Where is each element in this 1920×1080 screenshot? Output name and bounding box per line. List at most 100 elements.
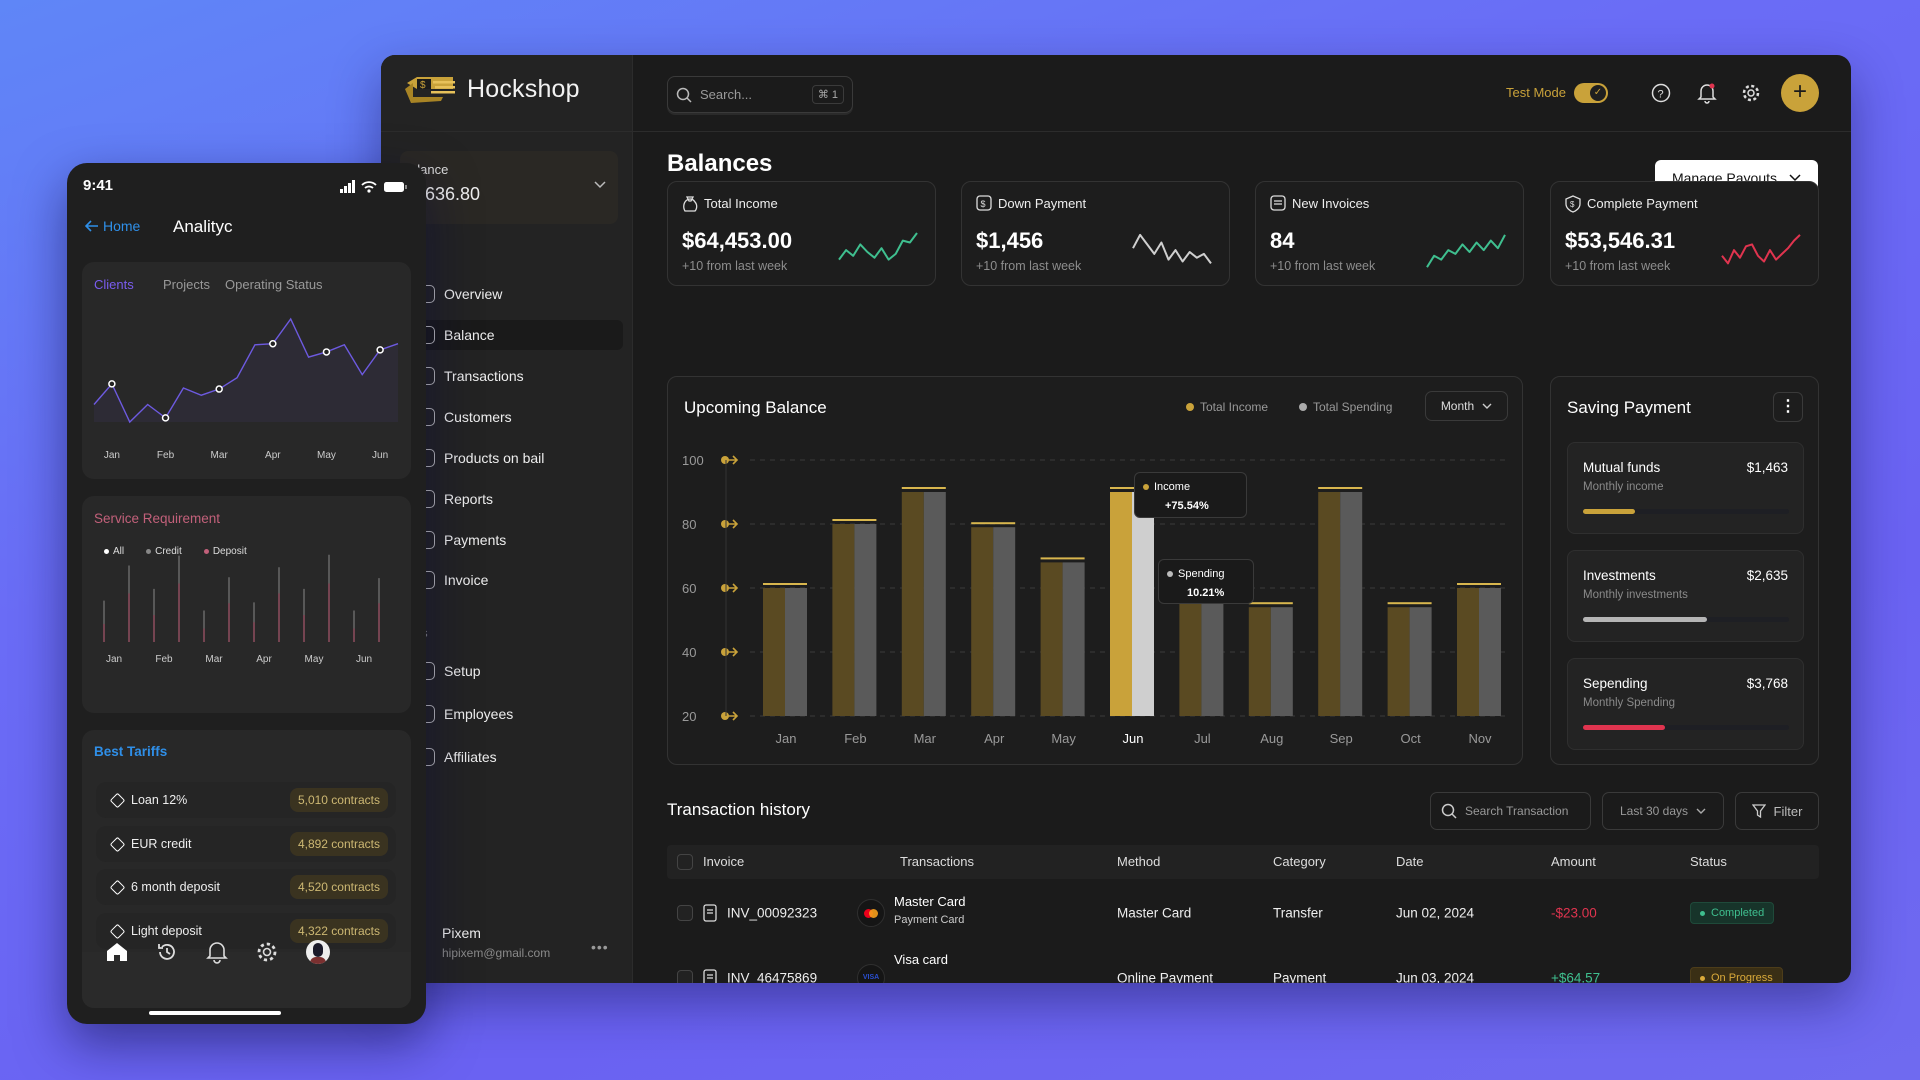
column-header[interactable]: Transactions (900, 854, 974, 869)
sidebar-item-label: Customers (444, 409, 512, 425)
line-point (269, 339, 277, 348)
filter-icon (1751, 804, 1766, 818)
amount: +$64.57 (1551, 970, 1601, 984)
search-input[interactable]: Search... ⌘ 1 (667, 76, 853, 113)
mobile-app: 9:41 Home Analityc Clients Projects Oper… (67, 163, 426, 1024)
bar-total-income (1387, 607, 1410, 716)
method: Online Payment (1117, 970, 1214, 984)
x-tick-label: May (305, 654, 324, 665)
column-header[interactable]: Date (1396, 854, 1424, 869)
column-header[interactable]: Invoice (703, 854, 745, 869)
line-point (161, 414, 170, 422)
y-arrow-icon (725, 519, 739, 529)
stat-title: Complete Payment (1587, 196, 1698, 211)
progress-fill (1583, 617, 1707, 622)
search-transaction-input[interactable]: Search Transaction (1430, 792, 1591, 830)
row-checkbox[interactable] (677, 905, 693, 921)
select-all-checkbox[interactable] (677, 854, 693, 870)
back-button[interactable]: Home (85, 218, 140, 234)
bar-total-income (1110, 492, 1132, 716)
status-time: 9:41 (83, 177, 114, 194)
status-badge: Completed (1690, 902, 1775, 924)
bar-total-spending (1201, 572, 1224, 716)
bar-total-spending (854, 524, 877, 716)
panel-title: Upcoming Balance (684, 398, 827, 417)
column-header[interactable]: Category (1273, 854, 1326, 869)
sidebar-item-label: Setup (444, 663, 481, 679)
saving-name: Sepending (1583, 676, 1648, 691)
sidebar-item-transactions[interactable]: Transactions (403, 361, 623, 391)
tariff-row[interactable]: Loan 12% 5,010 contracts (96, 782, 396, 818)
test-mode-toggle[interactable]: ✓ (1574, 83, 1608, 103)
sidebar-item-balance[interactable]: Balance (403, 320, 623, 350)
tariff-count: 4,520 contracts (289, 875, 388, 899)
tab-operating-status[interactable]: Operating Status (225, 277, 323, 292)
svg-text:?: ? (1658, 89, 1664, 101)
tariff-row[interactable]: Light deposit 4,322 contracts (96, 913, 396, 949)
settings-icon[interactable] (256, 941, 278, 963)
bell-icon[interactable] (206, 940, 228, 964)
notification-bell-icon[interactable] (1697, 82, 1717, 104)
column-header[interactable]: Amount (1551, 854, 1596, 869)
tariff-count: 4,322 contracts (289, 919, 388, 943)
sidebar-item-products-on-bail[interactable]: Products on bail (403, 443, 623, 473)
balance-selector[interactable]: alance 8,636.80 (400, 151, 618, 224)
sidebar-item-label: Reports (444, 491, 494, 507)
stat-title: Down Payment (998, 196, 1087, 211)
user-name: Pixem (442, 925, 481, 941)
shield-dollar-icon: $ (1565, 195, 1581, 213)
history-icon[interactable] (156, 941, 178, 963)
svg-text:$: $ (1570, 200, 1575, 209)
legend-total-spending: Total Spending (1299, 400, 1392, 414)
tab-projects[interactable]: Projects (163, 277, 210, 292)
logo[interactable]: $ Hockshop (403, 73, 580, 105)
home-icon[interactable] (106, 942, 128, 962)
chevron-down-icon (1482, 403, 1492, 409)
sidebar-item-customers[interactable]: Customers (403, 402, 623, 432)
row-checkbox[interactable] (677, 970, 693, 983)
tariff-row[interactable]: 6 month deposit 4,520 contracts (96, 869, 396, 905)
bar-total-income (971, 527, 994, 716)
saving-item-mutual-funds[interactable]: Mutual funds $1,463 Monthly income (1567, 442, 1804, 534)
add-button[interactable]: + (1781, 74, 1819, 112)
tab-clients[interactable]: Clients (94, 277, 134, 292)
more-vertical-icon[interactable]: ⋮ (1773, 392, 1803, 422)
sidebar-item-affiliates[interactable]: Affiliates (403, 742, 623, 772)
tariff-row[interactable]: EUR credit 4,892 contracts (96, 826, 396, 862)
filter-button[interactable]: Filter (1735, 792, 1819, 830)
line-area (94, 319, 398, 422)
saving-item-investments[interactable]: Investments $2,635 Monthly investments (1567, 550, 1804, 642)
column-header[interactable]: Status (1690, 854, 1727, 869)
period-dropdown[interactable]: Month (1425, 391, 1508, 421)
tooltip-label: Income (1154, 481, 1191, 493)
x-tick-label: Mar (211, 450, 229, 461)
bar-total-spending (1062, 562, 1085, 716)
sidebar-item-invoice[interactable]: Invoice (403, 565, 623, 595)
sidebar-item-employees[interactable]: Employees (403, 699, 623, 729)
sidebar-item-payments[interactable]: Payments (403, 525, 623, 555)
sidebar-item-overview[interactable]: Overview (403, 279, 623, 309)
saving-item-spending[interactable]: Sepending $3,768 Monthly Spending (1567, 658, 1804, 750)
date-range-label: Last 30 days (1619, 804, 1689, 818)
date-range-dropdown[interactable]: Last 30 days (1602, 792, 1724, 830)
sidebar-item-reports[interactable]: Reports (403, 484, 623, 514)
help-icon[interactable]: ? (1651, 83, 1671, 103)
settings-gear-icon[interactable] (1741, 83, 1761, 103)
table-row[interactable]: INV_46475869 VISA Visa card Online Payme… (667, 950, 1819, 983)
sidebar-item-setup[interactable]: Setup (403, 656, 623, 686)
column-header[interactable]: Method (1117, 854, 1161, 869)
saving-amount: $2,635 (1746, 568, 1788, 583)
saving-name: Investments (1583, 568, 1656, 583)
bar-cap (971, 522, 1016, 525)
sidebar-item-label: Balance (444, 327, 495, 343)
stat-subtext: +10 from last week (1270, 259, 1376, 273)
legend-label: Total Spending (1313, 400, 1393, 414)
income-dot (1143, 484, 1149, 490)
profile-avatar[interactable] (306, 940, 330, 964)
more-options-icon[interactable]: ••• (591, 939, 609, 955)
upcoming-balance-chart: 100 80 60 40 20 Jan Feb Mar Apr May Jun Jul Aug Sep Oc… (682, 453, 1510, 746)
x-tick-label: Nov (1468, 731, 1492, 746)
table-row[interactable]: INV_00092323 Master Card Payment Card Ma… (667, 885, 1819, 941)
bar-cap (1040, 557, 1085, 560)
test-mode-label: Test Mode (1506, 85, 1566, 100)
